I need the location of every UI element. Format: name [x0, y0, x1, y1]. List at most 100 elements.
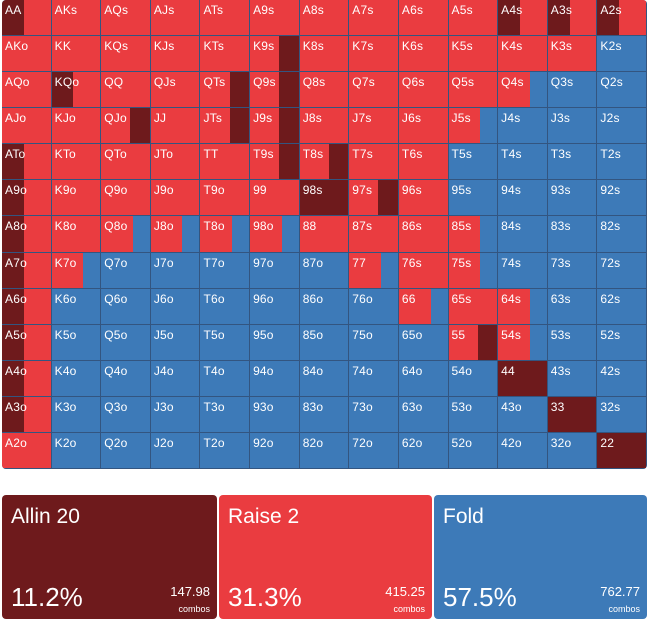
hand-cell[interactable]: J9o: [150, 180, 201, 217]
hand-cell[interactable]: 64o: [398, 360, 449, 397]
hand-cell[interactable]: K2s: [597, 36, 647, 73]
hand-cell[interactable]: J6o: [150, 288, 201, 325]
hand-cell[interactable]: Q5s: [448, 72, 499, 109]
hand-cell[interactable]: K2o: [51, 432, 102, 469]
hand-cell[interactable]: 86o: [299, 288, 350, 325]
hand-cell[interactable]: T3o: [200, 396, 251, 433]
hand-cell[interactable]: 76o: [349, 288, 399, 325]
hand-cell[interactable]: Q7s: [349, 72, 399, 109]
hand-cell[interactable]: K5o: [51, 324, 102, 361]
hand-cell[interactable]: 85s: [448, 216, 499, 253]
hand-cell[interactable]: K3s: [547, 36, 598, 73]
hand-cell[interactable]: A3s: [547, 0, 598, 37]
hand-cell[interactable]: J4o: [150, 360, 201, 397]
hand-cell[interactable]: A8s: [299, 0, 350, 37]
hand-cell[interactable]: Q6s: [398, 72, 449, 109]
hand-cell[interactable]: T8o: [200, 216, 251, 253]
hand-cell[interactable]: Q9o: [101, 180, 151, 217]
hand-cell[interactable]: AA: [2, 0, 52, 37]
raise-summary-panel[interactable]: Raise 2 31.3% 415.25 combos: [219, 495, 432, 619]
hand-cell[interactable]: T2o: [200, 432, 251, 469]
hand-cell[interactable]: 84s: [498, 216, 548, 253]
hand-cell[interactable]: A9o: [2, 180, 52, 217]
hand-cell[interactable]: Q6o: [101, 288, 151, 325]
hand-cell[interactable]: T6s: [398, 144, 449, 181]
hand-cell[interactable]: J5s: [448, 108, 499, 145]
hand-cell[interactable]: 32o: [547, 432, 598, 469]
hand-cell[interactable]: J3s: [547, 108, 598, 145]
hand-cell[interactable]: 88: [299, 216, 350, 253]
hand-cell[interactable]: 74o: [349, 360, 399, 397]
hand-cell[interactable]: A4o: [2, 360, 52, 397]
hand-cell[interactable]: A2s: [597, 0, 647, 37]
hand-cell[interactable]: T4s: [498, 144, 548, 181]
hand-cell[interactable]: Q8o: [101, 216, 151, 253]
hand-cell[interactable]: AJo: [2, 108, 52, 145]
hand-cell[interactable]: K9s: [250, 36, 300, 73]
hand-cell[interactable]: K8o: [51, 216, 102, 253]
hand-cell[interactable]: 77: [349, 252, 399, 289]
hand-cell[interactable]: T7s: [349, 144, 399, 181]
hand-cell[interactable]: 62o: [398, 432, 449, 469]
hand-cell[interactable]: AQs: [101, 0, 151, 37]
hand-cell[interactable]: Q8s: [299, 72, 350, 109]
hand-cell[interactable]: T5o: [200, 324, 251, 361]
hand-cell[interactable]: AJs: [150, 0, 201, 37]
hand-cell[interactable]: AQo: [2, 72, 52, 109]
hand-cell[interactable]: 52o: [448, 432, 499, 469]
hand-cell[interactable]: KTs: [200, 36, 251, 73]
hand-cell[interactable]: ATo: [2, 144, 52, 181]
hand-cell[interactable]: KQs: [101, 36, 151, 73]
hand-cell[interactable]: KTo: [51, 144, 102, 181]
hand-cell[interactable]: 86s: [398, 216, 449, 253]
hand-cell[interactable]: 55: [448, 324, 499, 361]
hand-cell[interactable]: JTo: [150, 144, 201, 181]
hand-cell[interactable]: T3s: [547, 144, 598, 181]
hand-cell[interactable]: 44: [498, 360, 548, 397]
hand-cell[interactable]: K5s: [448, 36, 499, 73]
hand-cell[interactable]: 62s: [597, 288, 647, 325]
hand-cell[interactable]: 87s: [349, 216, 399, 253]
hand-cell[interactable]: JJ: [150, 108, 201, 145]
hand-cell[interactable]: K6o: [51, 288, 102, 325]
hand-cell[interactable]: AKs: [51, 0, 102, 37]
hand-cell[interactable]: J7o: [150, 252, 201, 289]
hand-cell[interactable]: 92s: [597, 180, 647, 217]
hand-cell[interactable]: T5s: [448, 144, 499, 181]
hand-cell[interactable]: 98o: [250, 216, 300, 253]
hand-cell[interactable]: 84o: [299, 360, 350, 397]
hand-cell[interactable]: 73s: [547, 252, 598, 289]
hand-cell[interactable]: QQ: [101, 72, 151, 109]
hand-cell[interactable]: J8s: [299, 108, 350, 145]
hand-cell[interactable]: 95o: [250, 324, 300, 361]
allin-summary-panel[interactable]: Allin 20 11.2% 147.98 combos: [2, 495, 217, 619]
hand-cell[interactable]: A7s: [349, 0, 399, 37]
hand-cell[interactable]: J9s: [250, 108, 300, 145]
hand-cell[interactable]: KJo: [51, 108, 102, 145]
hand-cell[interactable]: 76s: [398, 252, 449, 289]
hand-cell[interactable]: 53s: [547, 324, 598, 361]
hand-cell[interactable]: 43o: [498, 396, 548, 433]
hand-cell[interactable]: 42o: [498, 432, 548, 469]
hand-cell[interactable]: KJs: [150, 36, 201, 73]
hand-cell[interactable]: A3o: [2, 396, 52, 433]
hand-cell[interactable]: K4s: [498, 36, 548, 73]
hand-cell[interactable]: K7o: [51, 252, 102, 289]
hand-cell[interactable]: 43s: [547, 360, 598, 397]
hand-cell[interactable]: Q7o: [101, 252, 151, 289]
hand-cell[interactable]: 63s: [547, 288, 598, 325]
hand-cell[interactable]: AKo: [2, 36, 52, 73]
hand-cell[interactable]: A6o: [2, 288, 52, 325]
hand-cell[interactable]: A4s: [498, 0, 548, 37]
hand-cell[interactable]: 98s: [299, 180, 350, 217]
hand-cell[interactable]: 73o: [349, 396, 399, 433]
hand-cell[interactable]: A2o: [2, 432, 52, 469]
hand-cell[interactable]: 65o: [398, 324, 449, 361]
hand-cell[interactable]: Q2s: [597, 72, 647, 109]
hand-cell[interactable]: J6s: [398, 108, 449, 145]
hand-cell[interactable]: Q4o: [101, 360, 151, 397]
hand-cell[interactable]: 64s: [498, 288, 548, 325]
hand-cell[interactable]: A5o: [2, 324, 52, 361]
hand-cell[interactable]: 85o: [299, 324, 350, 361]
hand-cell[interactable]: 95s: [448, 180, 499, 217]
